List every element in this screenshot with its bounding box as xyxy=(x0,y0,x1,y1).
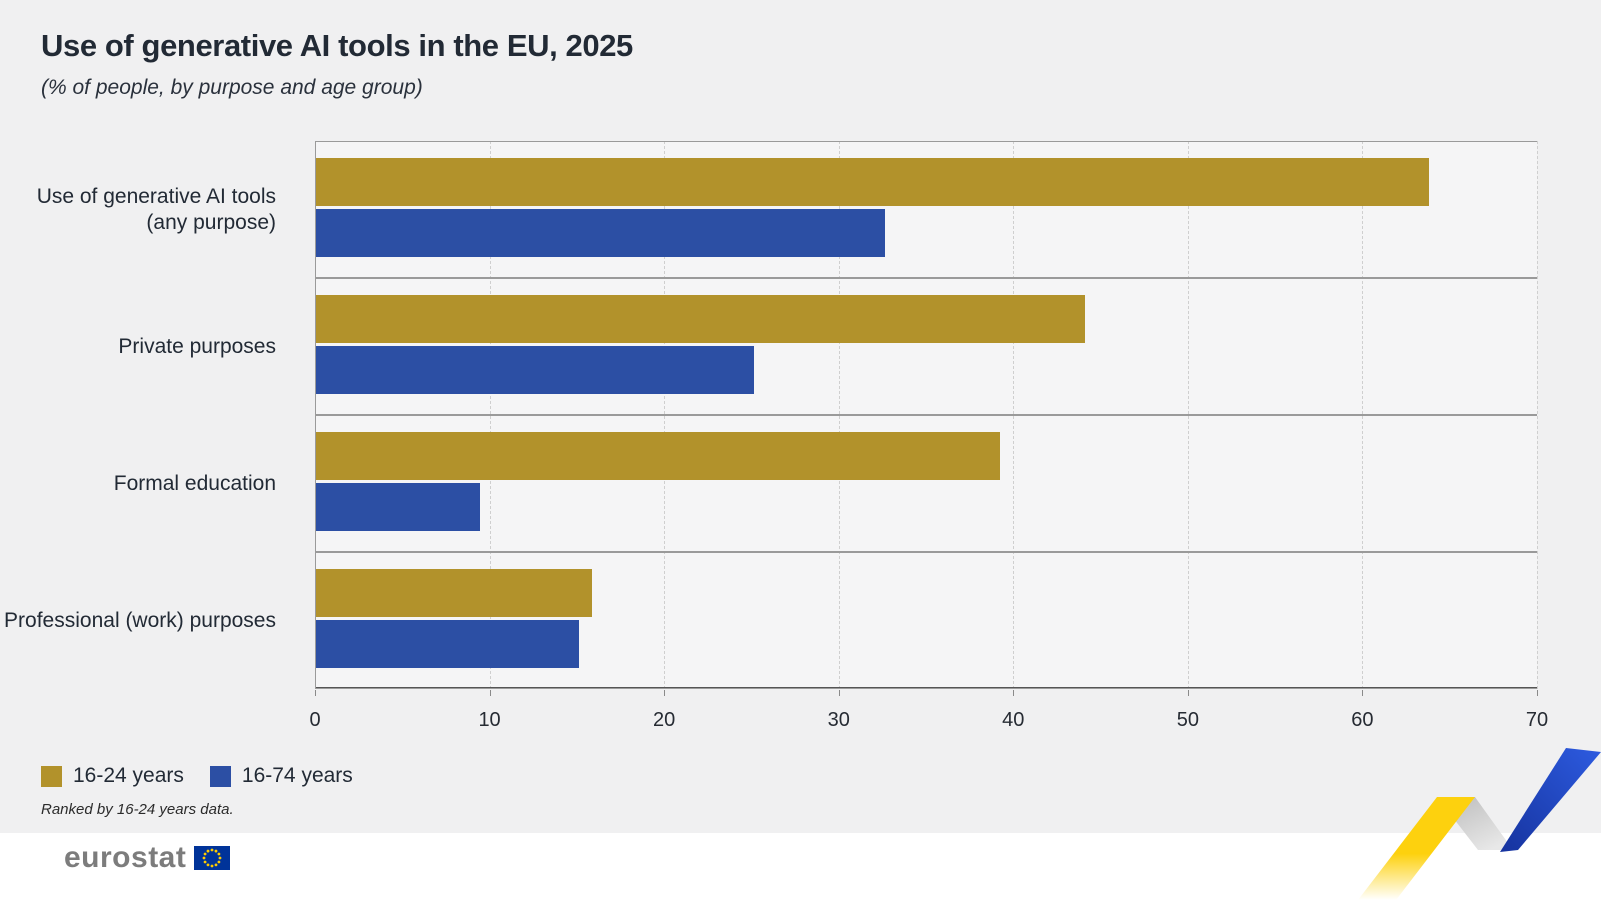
chart-row-panel xyxy=(315,278,1537,415)
x-tick-60 xyxy=(1362,690,1364,696)
page-subtitle: (% of people, by purpose and age group) xyxy=(41,76,423,99)
x-tick-70 xyxy=(1537,690,1538,696)
x-tick-label-0: 0 xyxy=(309,709,321,731)
ranking-footnote: Ranked by 16-24 years data. xyxy=(41,801,234,818)
bar-16-74-years xyxy=(316,346,754,394)
legend-swatch-gold xyxy=(41,765,62,787)
bar-chart: Use of generative AI tools (any purpose) P… xyxy=(0,141,1601,741)
chart-row-panel xyxy=(315,552,1537,689)
x-tick-30 xyxy=(838,690,840,696)
x-tick-label-60: 60 xyxy=(1351,709,1374,731)
bar-16-24-years xyxy=(316,158,1429,206)
x-tick-label-20: 20 xyxy=(653,709,676,731)
eurostat-logo-text: eurostat xyxy=(64,841,187,874)
legend-item-16-74: 16-74 years xyxy=(209,764,353,788)
legend-swatch-blue xyxy=(209,765,231,787)
chart-row-panel xyxy=(315,415,1537,552)
x-tick-label-10: 10 xyxy=(478,709,501,731)
category-label: Use of generative AI tools (any purpose) xyxy=(36,185,276,234)
footer-strip xyxy=(0,833,1601,901)
category-label: Professional (work) purposes xyxy=(4,608,276,632)
bar-16-74-years xyxy=(316,483,480,531)
x-tick-label-70: 70 xyxy=(1525,709,1549,731)
legend-label: 16-74 years xyxy=(241,764,353,787)
bar-16-24-years xyxy=(316,432,1000,480)
category-axis: Use of generative AI tools (any purpose) P… xyxy=(0,141,296,689)
category-label: Formal education xyxy=(113,471,276,495)
bar-16-74-years xyxy=(316,209,885,257)
trend-ribbon-graphic xyxy=(1358,748,1601,900)
gridline-70 xyxy=(1537,141,1538,689)
x-tick-10 xyxy=(489,690,491,696)
category-label: Private purposes xyxy=(118,334,276,358)
legend-item-16-24: 16-24 years xyxy=(41,764,184,788)
eu-flag-icon xyxy=(194,846,231,870)
x-tick-20 xyxy=(664,690,666,696)
bar-16-24-years xyxy=(316,569,592,617)
eurostat-logo: eurostat xyxy=(64,841,231,875)
x-axis-tick-labels: 0 10 20 30 40 50 60 70 xyxy=(309,141,1548,741)
page-title: Use of generative AI tools in the EU, 20… xyxy=(41,28,633,63)
x-tick-40 xyxy=(1013,690,1015,696)
x-tick-label-40: 40 xyxy=(1002,709,1025,731)
x-tick-0 xyxy=(315,690,316,696)
x-tick-label-50: 50 xyxy=(1176,709,1199,731)
x-tick-50 xyxy=(1187,690,1189,696)
plot-area xyxy=(315,141,1538,689)
bar-16-24-years xyxy=(316,295,1086,343)
legend: 16-24 years 16-74 years xyxy=(41,764,353,788)
chart-row-panel xyxy=(315,141,1537,278)
x-tick-label-30: 30 xyxy=(827,709,850,731)
bar-16-74-years xyxy=(316,620,580,668)
legend-label: 16-24 years xyxy=(73,764,184,787)
